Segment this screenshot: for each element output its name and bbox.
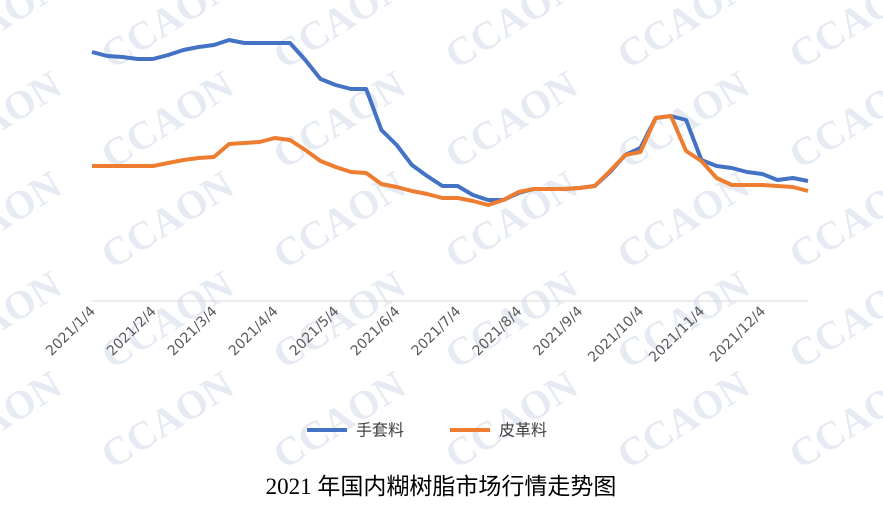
watermark: CCAON [0,62,69,178]
watermark: CCAON [609,162,757,278]
watermark: CCAON [0,362,69,478]
watermark: CCAON [265,62,413,178]
watermark: CCAON [93,262,241,378]
watermark: CCAON [781,362,883,478]
watermark: CCAON [437,162,585,278]
watermark: CCAON [437,62,585,178]
chart-title: 2021 年国内糊树脂市场行情走势图 [266,474,617,499]
x-tick-label: 2021/1/4 [43,303,99,359]
watermark: CCAON [609,362,757,478]
watermark: CCAON [781,62,883,178]
watermark: CCAON [0,262,69,378]
legend-label: 皮革料 [499,421,547,440]
watermark: CCAON [93,362,241,478]
watermark: CCAON [781,0,883,78]
legend-label: 手套料 [356,421,404,440]
series-line [91,38,809,202]
watermark: CCAON [0,0,69,78]
watermark: CCAON [265,162,413,278]
watermark: CCAON [93,62,241,178]
plot-area [91,38,809,207]
watermark: CCAON [781,262,883,378]
watermark: CCAON [93,162,241,278]
watermark: CCAON [0,162,69,278]
series-line [92,114,809,207]
